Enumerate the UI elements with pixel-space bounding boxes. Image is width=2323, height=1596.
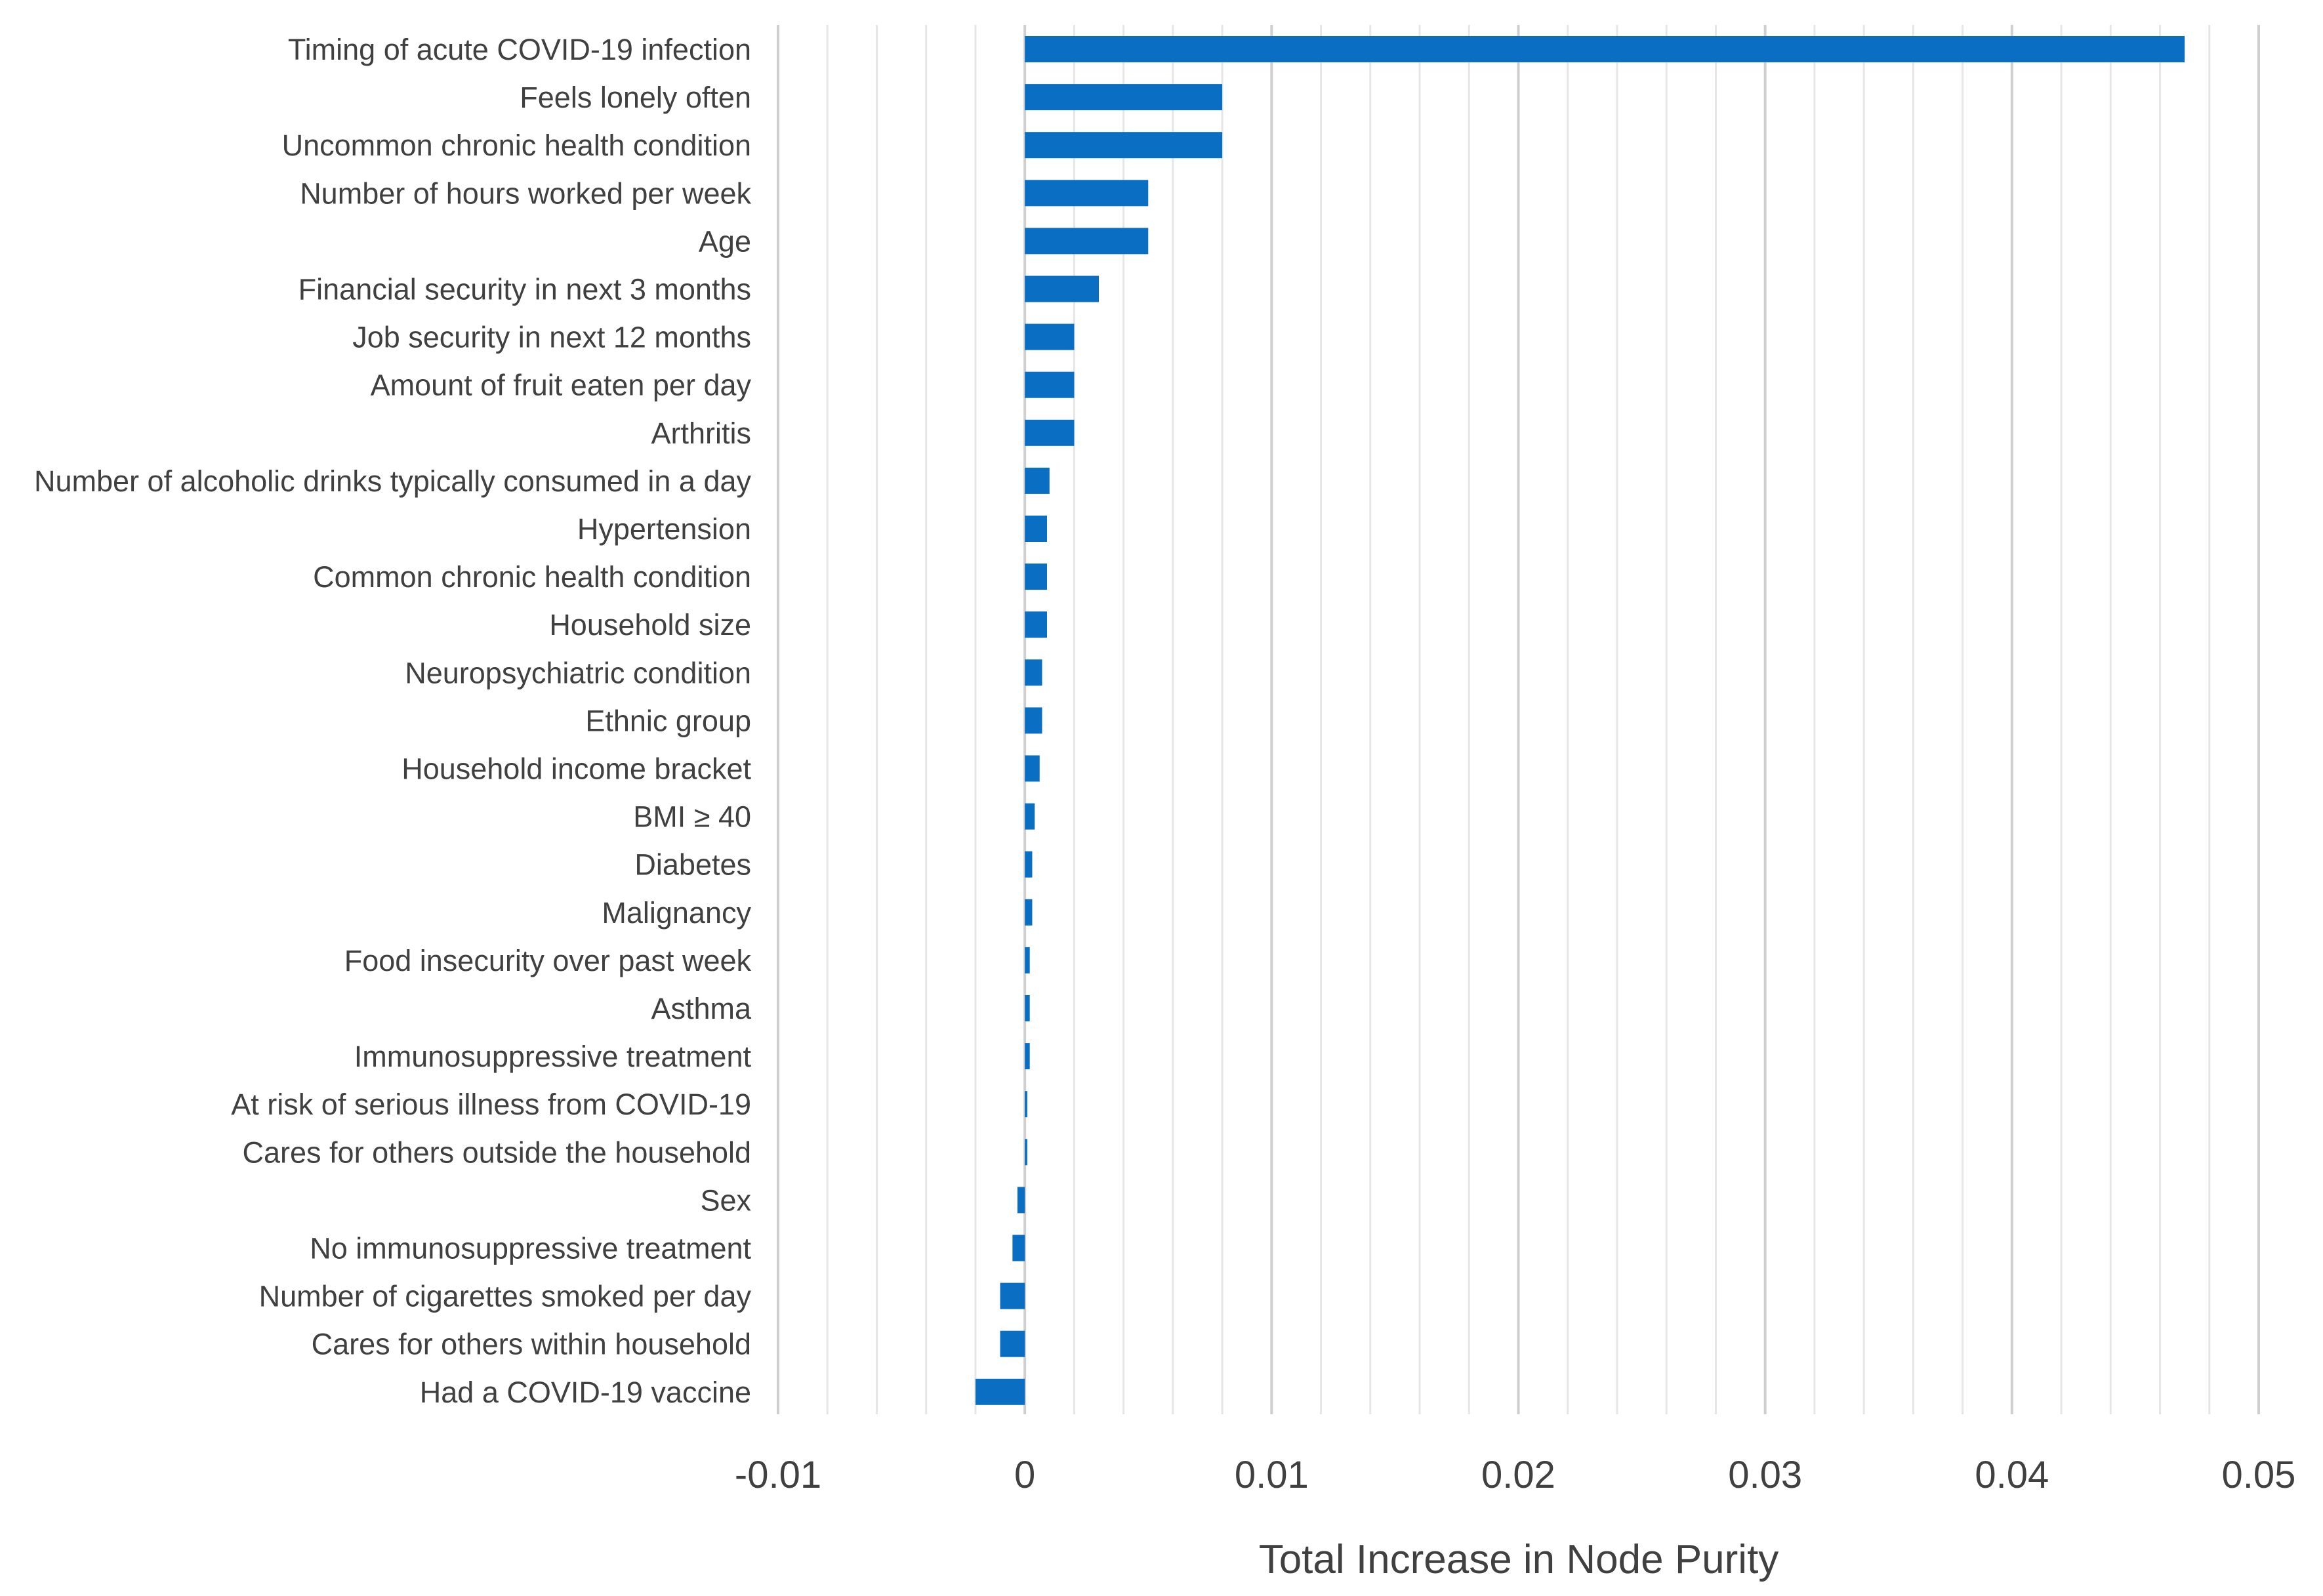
x-tick-label: 0.01	[1235, 1454, 1309, 1496]
bar	[1025, 516, 1048, 542]
bar	[1025, 228, 1149, 255]
category-label: Age	[699, 224, 751, 258]
gridlines	[777, 25, 2260, 1414]
bar	[1025, 36, 2185, 62]
category-label: Job security in next 12 months	[352, 321, 751, 354]
category-label: Immunosuppressive treatment	[354, 1040, 752, 1073]
x-tick-label: 0.03	[1728, 1454, 1802, 1496]
bar	[1025, 1043, 1030, 1070]
bar	[1017, 1187, 1025, 1214]
bar	[1025, 563, 1048, 590]
bar	[1000, 1330, 1025, 1357]
bar	[1025, 371, 1075, 398]
bar	[1012, 1235, 1025, 1261]
category-label: Malignancy	[602, 896, 751, 930]
bar	[1025, 1139, 1027, 1166]
category-label: BMI ≥ 40	[633, 800, 751, 834]
bar	[1025, 1091, 1027, 1118]
category-label: Cares for others within household	[312, 1328, 751, 1361]
bars	[975, 36, 2185, 1405]
bar	[1025, 755, 1040, 782]
category-label: Had a COVID-19 vaccine	[420, 1376, 751, 1409]
category-label: Household size	[549, 608, 751, 642]
category-label: Number of alcoholic drinks typically con…	[34, 464, 752, 498]
category-label: Diabetes	[634, 848, 751, 882]
category-labels: Timing of acute COVID-19 infection Feels …	[34, 33, 752, 1409]
x-tick-label: 0.05	[2222, 1454, 2296, 1496]
x-tick-label: -0.01	[735, 1454, 821, 1496]
bar	[1025, 84, 1223, 111]
bar	[1025, 995, 1030, 1021]
category-label: Feels lonely often	[520, 81, 751, 114]
category-label: Arthritis	[651, 417, 751, 450]
bar	[1025, 180, 1149, 207]
bar	[1025, 276, 1100, 302]
category-label: Number of hours worked per week	[300, 176, 751, 210]
category-label: Household income bracket	[401, 752, 751, 786]
bar	[1025, 851, 1033, 878]
category-label: Asthma	[651, 992, 752, 1025]
bar	[1000, 1282, 1025, 1309]
category-label: Uncommon chronic health condition	[282, 129, 751, 162]
bar	[1025, 659, 1042, 686]
category-label: Timing of acute COVID-19 infection	[288, 33, 751, 66]
category-label: Sex	[700, 1183, 751, 1217]
category-label: Common chronic health condition	[313, 560, 751, 594]
x-tick-label: 0.02	[1481, 1454, 1555, 1496]
bar	[1025, 323, 1075, 350]
x-tick-label: 0	[1014, 1454, 1035, 1496]
x-tick-label: 0.04	[1975, 1454, 2049, 1496]
x-tick-labels: -0.01 0 0.01 0.02 0.03 0.04 0.05	[735, 1454, 2296, 1496]
bar	[1025, 899, 1033, 926]
category-label: Food insecurity over past week	[344, 944, 752, 977]
bar	[1025, 707, 1042, 734]
bar	[1025, 611, 1048, 638]
category-label: Ethnic group	[585, 704, 751, 737]
x-axis-title: Total Increase in Node Purity	[1259, 1537, 1779, 1582]
bar	[975, 1378, 1025, 1405]
category-label: Cares for others outside the household	[243, 1136, 751, 1169]
category-label: At risk of serious illness from COVID-19	[231, 1088, 751, 1121]
category-label: Neuropsychiatric condition	[405, 656, 751, 689]
bar	[1025, 947, 1030, 973]
bar	[1025, 419, 1075, 446]
category-label: Financial security in next 3 months	[298, 273, 751, 306]
category-label: Number of cigarettes smoked per day	[259, 1280, 752, 1313]
category-label: Amount of fruit eaten per day	[371, 369, 752, 402]
category-label: No immunosuppressive treatment	[310, 1232, 751, 1265]
category-label: Hypertension	[577, 512, 751, 546]
bar	[1025, 467, 1050, 494]
bar	[1025, 132, 1223, 159]
bar	[1025, 803, 1035, 830]
